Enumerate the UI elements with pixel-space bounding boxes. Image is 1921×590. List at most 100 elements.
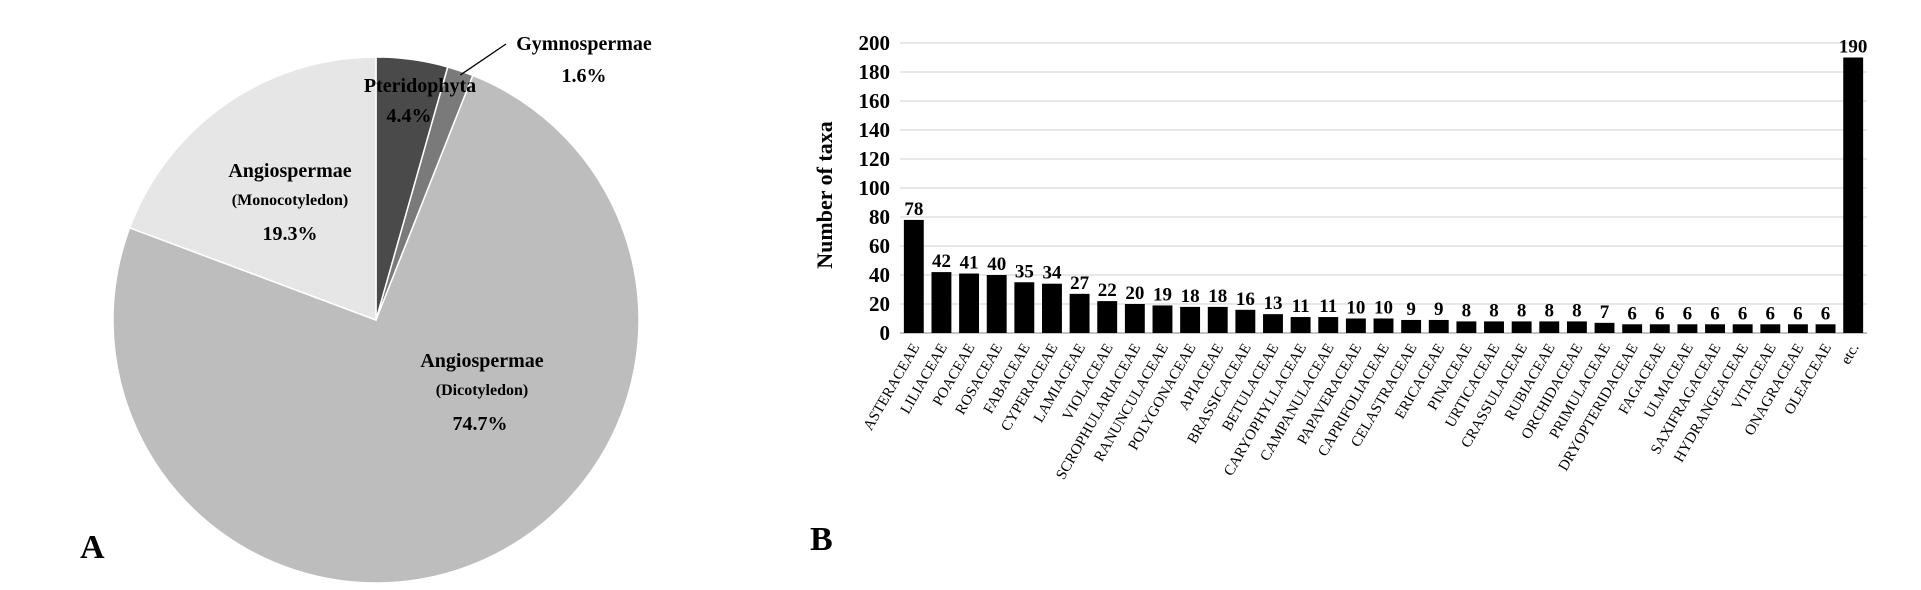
bar-value-label: 6 <box>1710 303 1720 324</box>
bar <box>931 272 952 333</box>
bar-value-label: 42 <box>932 251 951 272</box>
bar <box>1097 301 1118 333</box>
bar-value-label: 11 <box>1292 296 1310 317</box>
bar <box>1539 321 1560 333</box>
pie-label-pteridophyta-value: 4.4% <box>387 105 432 127</box>
bar <box>1732 324 1753 333</box>
panel-label-a: A <box>80 529 105 566</box>
y-tick-label: 180 <box>859 60 891 84</box>
pie-leader-line <box>460 43 507 76</box>
bar <box>1760 324 1781 333</box>
bar <box>1705 324 1725 333</box>
y-axis-title: Number of taxa <box>812 121 837 268</box>
pie-slice-angiospermae-dicotyledon <box>112 74 640 584</box>
bar <box>1649 324 1670 333</box>
bar-value-label: 6 <box>1627 303 1637 324</box>
bar <box>1263 314 1283 333</box>
bar <box>959 273 980 333</box>
bar-value-label: 22 <box>1098 280 1117 301</box>
bar <box>1152 305 1173 333</box>
y-tick-label: 200 <box>859 31 891 55</box>
pie-label-monocotyledon-sub: (Monocotyledon) <box>232 192 348 209</box>
bar <box>1428 319 1449 333</box>
bar-value-label: 8 <box>1489 300 1499 321</box>
bar-value-label: 8 <box>1572 300 1582 321</box>
bar-chart: 02040608010012014016018020078ASTERACEAE4… <box>859 31 1868 483</box>
pie-label-monocotyledon-value: 19.3% <box>263 223 318 245</box>
bar-value-label: 6 <box>1738 303 1748 324</box>
bar-value-label: 6 <box>1821 303 1831 324</box>
bar <box>1042 283 1062 333</box>
bar-value-label: 6 <box>1683 303 1693 324</box>
y-tick-label: 60 <box>869 234 890 258</box>
bar-value-label: 6 <box>1655 303 1665 324</box>
bar-value-label: 9 <box>1406 299 1416 320</box>
bar-value-label: 6 <box>1766 303 1776 324</box>
bar <box>1677 324 1698 333</box>
bar <box>1180 306 1201 333</box>
bar <box>986 275 1007 333</box>
bar-value-label: 40 <box>987 254 1006 275</box>
pie-chart: Pteridophyta 4.4% Gymnospermae 1.6% Angiospe… <box>112 33 652 584</box>
bar <box>1622 324 1643 333</box>
bar <box>1566 321 1587 333</box>
bar <box>1235 309 1256 333</box>
bar <box>1787 324 1808 333</box>
bar-value-label: 78 <box>904 199 923 220</box>
bar <box>1401 319 1422 333</box>
bar <box>903 219 924 333</box>
pie-label-dicotyledon-value: 74.7% <box>453 413 508 435</box>
bar <box>1456 321 1477 333</box>
bar <box>1815 324 1836 333</box>
pie-label-monocotyledon-name: Angiospermae <box>228 160 351 182</box>
bar <box>1207 306 1228 333</box>
pie-label-gymnospermae-value: 1.6% <box>562 65 607 87</box>
pie-label-dicotyledon-name: Angiospermae <box>420 350 543 372</box>
y-tick-label: 120 <box>859 147 891 171</box>
bar-value-label: 190 <box>1839 37 1868 58</box>
bar <box>1373 318 1394 333</box>
pie-slice-angiospermae-monocotyledon <box>128 56 377 322</box>
y-tick-label: 80 <box>869 205 890 229</box>
bar-value-label: 18 <box>1181 286 1200 307</box>
y-tick-label: 40 <box>869 263 890 287</box>
pie-label-gymnospermae-name: Gymnospermae <box>516 33 652 55</box>
bar <box>1124 304 1145 333</box>
bar-value-label: 13 <box>1263 293 1282 314</box>
y-tick-label: 20 <box>869 292 890 316</box>
bar <box>1014 282 1035 333</box>
bar <box>1069 293 1090 333</box>
bar <box>1484 321 1504 333</box>
bar-value-label: 11 <box>1319 296 1337 317</box>
x-tick-label: etc. <box>1838 341 1862 367</box>
bar-value-label: 8 <box>1517 300 1527 321</box>
y-tick-label: 140 <box>859 118 891 142</box>
y-tick-label: 0 <box>880 321 891 345</box>
pie-label-pteridophyta-name: Pteridophyta <box>364 75 476 97</box>
bar <box>1511 321 1532 333</box>
bar-value-label: 10 <box>1346 298 1365 319</box>
bar-value-label: 6 <box>1793 303 1803 324</box>
bar <box>1318 317 1339 333</box>
bar-value-label: 9 <box>1434 299 1444 320</box>
bar-value-label: 35 <box>1015 261 1034 282</box>
bar-value-label: 18 <box>1208 286 1227 307</box>
bar <box>1594 322 1615 333</box>
bar-value-label: 20 <box>1125 283 1144 304</box>
bar-value-label: 10 <box>1374 298 1393 319</box>
bar-value-label: 8 <box>1462 300 1472 321</box>
bar-value-label: 34 <box>1042 263 1062 284</box>
bar-value-label: 7 <box>1600 302 1610 323</box>
bar-value-label: 19 <box>1153 284 1172 305</box>
bar <box>1345 318 1366 333</box>
bar-value-label: 27 <box>1070 273 1090 294</box>
bar-value-label: 16 <box>1236 289 1255 310</box>
bar-value-label: 8 <box>1545 300 1555 321</box>
y-tick-label: 160 <box>859 89 891 113</box>
y-tick-label: 100 <box>859 176 891 200</box>
pie-label-dicotyledon-sub: (Dicotyledon) <box>436 382 528 399</box>
panel-label-b: B <box>810 521 833 558</box>
bar <box>1290 317 1311 333</box>
bar-value-label: 41 <box>960 253 979 274</box>
